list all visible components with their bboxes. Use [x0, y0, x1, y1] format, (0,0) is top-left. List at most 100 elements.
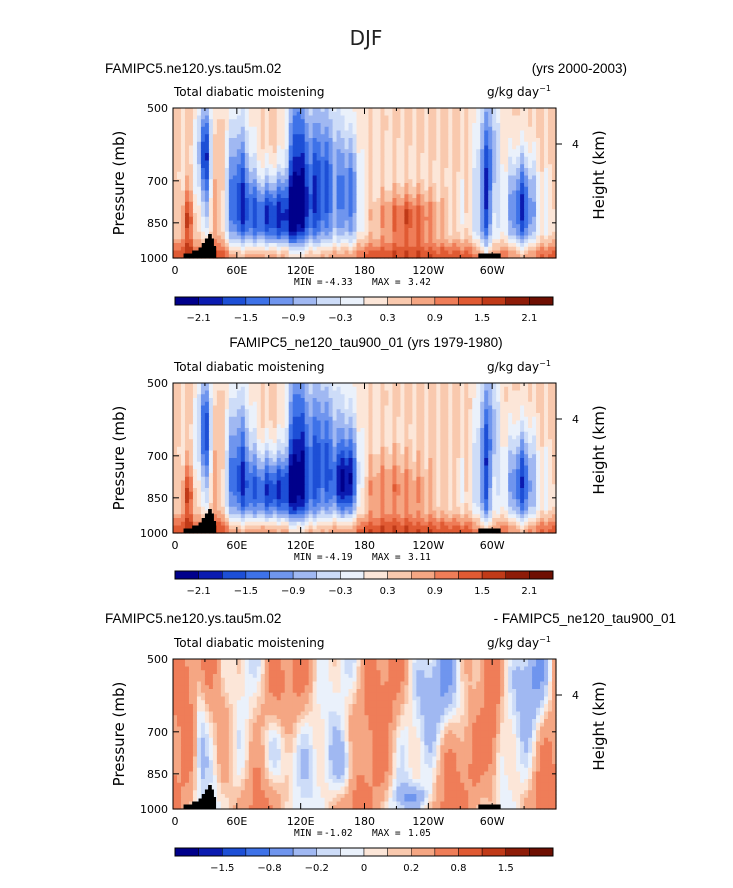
heat-cell [368, 239, 374, 244]
heat-cell [360, 220, 366, 225]
heat-cell [220, 213, 226, 218]
heat-cell [348, 183, 354, 188]
heat-cell [352, 246, 358, 252]
heat-cell [288, 250, 294, 255]
heat-cell [420, 383, 425, 388]
heat-cell [228, 141, 234, 147]
heat-cell [504, 198, 509, 203]
heat-cell [492, 183, 497, 188]
heat-cell [292, 115, 298, 120]
heat-cell [304, 149, 310, 154]
heat-cell [424, 243, 429, 248]
heat-cell [264, 405, 270, 410]
heat-cell [488, 405, 493, 410]
heat-cell [384, 164, 390, 169]
colorbar-label: 2.1 [521, 313, 537, 324]
heat-cell [188, 409, 194, 414]
heat-cell [472, 416, 477, 422]
heat-cell [472, 119, 477, 124]
heat-cell [484, 250, 489, 255]
heat-cell [320, 246, 326, 252]
heat-cell [552, 186, 557, 192]
heat-cell [376, 239, 382, 244]
heat-cell [268, 243, 274, 248]
heat-cell [500, 138, 505, 143]
heat-cell [216, 231, 222, 237]
heat-cell [484, 246, 489, 252]
heat-cell [496, 246, 501, 252]
heat-cell [496, 386, 501, 392]
heat-cell [348, 420, 354, 425]
heat-cell [224, 171, 230, 177]
heat-cell [416, 394, 421, 399]
heat-cell [368, 153, 374, 158]
heat-cell [296, 220, 302, 225]
heat-cell [392, 386, 398, 392]
heat-cell [272, 130, 278, 135]
heat-cell [428, 209, 433, 214]
heat-cell [324, 186, 330, 192]
heat-cell [540, 209, 545, 214]
heat-cell [228, 138, 234, 143]
heat-cell [332, 168, 338, 173]
heat-cell [512, 175, 517, 180]
heat-cell [236, 386, 242, 392]
heat-cell [192, 205, 198, 210]
heat-cell [368, 111, 374, 117]
heat-cell [536, 394, 541, 399]
heat-cell [352, 198, 358, 203]
heat-cell [300, 216, 306, 222]
heat-cell [492, 141, 497, 147]
colorbar-swatch [458, 296, 483, 306]
heat-cell [372, 250, 378, 255]
heat-cell [540, 394, 545, 399]
heat-cell [216, 115, 222, 120]
heat-cell [300, 239, 306, 244]
heat-cell [232, 220, 238, 225]
heat-cell [436, 209, 441, 214]
heat-cell [276, 216, 282, 222]
heat-cell [512, 383, 517, 388]
heat-cell [316, 198, 322, 203]
heat-cell [232, 243, 238, 248]
heat-cell [400, 156, 405, 162]
heat-cell [212, 398, 218, 403]
heat-cell [548, 231, 553, 237]
heat-cell [376, 160, 382, 165]
heat-cell [332, 108, 338, 113]
heat-cell [480, 246, 485, 252]
heat-cell [252, 254, 258, 259]
heat-cell [416, 119, 421, 124]
heat-cell [380, 386, 386, 392]
heat-cell [308, 126, 314, 132]
heat-cell [236, 119, 242, 124]
heat-cell [500, 119, 505, 124]
heat-cell [460, 130, 465, 135]
heat-cell [284, 115, 290, 120]
heat-cell [228, 220, 234, 225]
heat-cell [173, 126, 178, 132]
heat-cell [392, 164, 398, 169]
heat-cell [336, 201, 342, 207]
heat-cell [316, 115, 322, 120]
heat-cell [424, 209, 429, 214]
heat-cell [196, 183, 202, 188]
heat-cell [332, 243, 338, 248]
heat-cell [340, 386, 346, 392]
heat-cell [472, 216, 477, 222]
heat-cell [228, 394, 234, 399]
heat-cell [276, 108, 282, 113]
heat-cell [308, 171, 314, 177]
heat-cell [452, 111, 457, 117]
heat-cell [476, 198, 481, 203]
heat-cell [288, 398, 294, 403]
heat-cell [280, 141, 286, 147]
heat-cell [320, 239, 326, 244]
heat-cell [488, 390, 493, 395]
heat-cell [456, 409, 461, 414]
heat-cell [416, 224, 421, 229]
heat-cell [312, 160, 318, 165]
heat-cell [476, 209, 481, 214]
heat-cell [240, 175, 246, 180]
heat-cell [532, 246, 537, 252]
